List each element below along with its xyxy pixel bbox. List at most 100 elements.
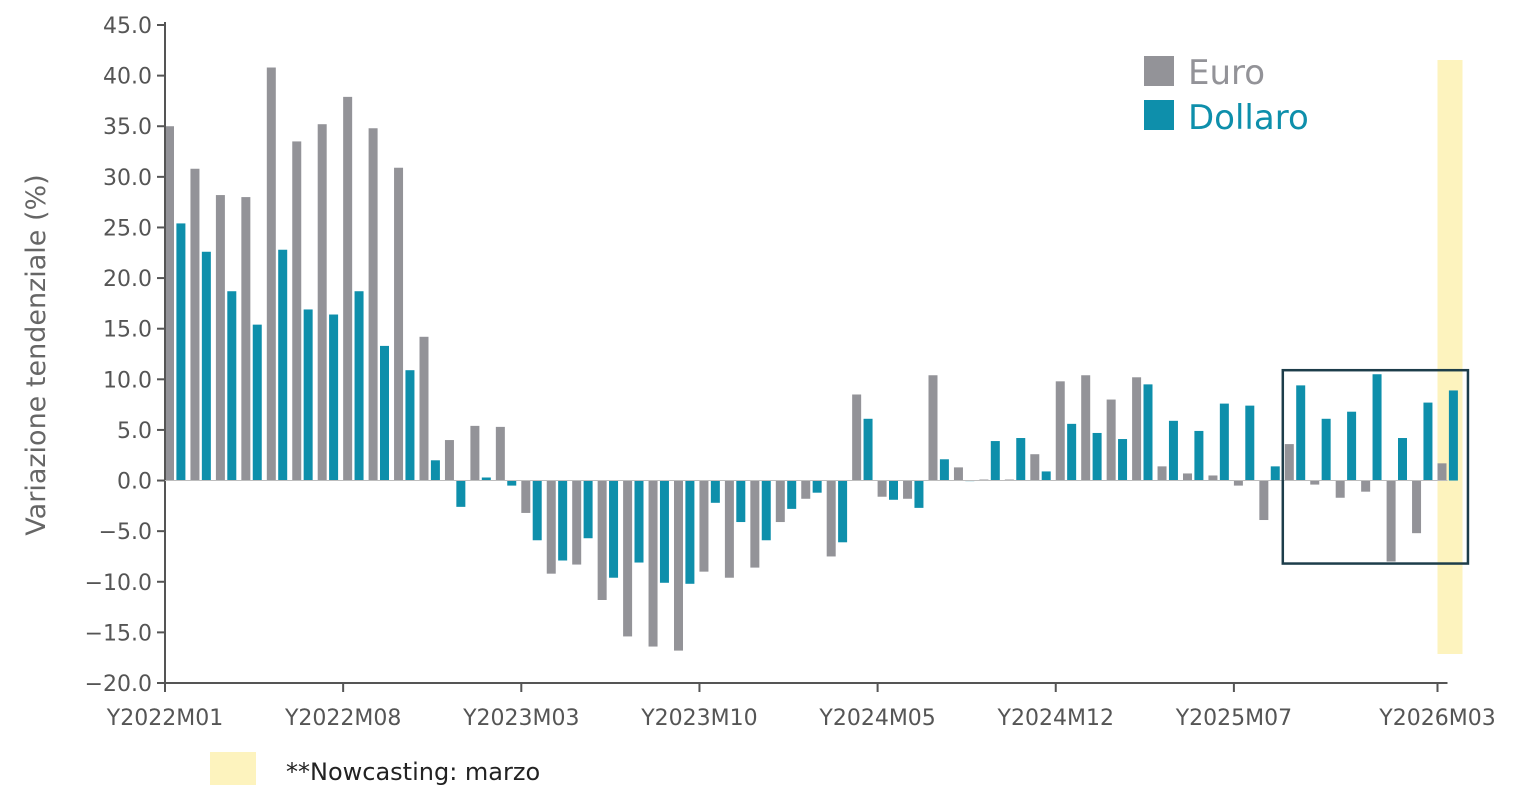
bar-euro [928, 375, 938, 481]
bar-euro [419, 336, 429, 481]
y-tick-label: 30.0 [103, 166, 152, 191]
bar-euro [1259, 480, 1269, 521]
bar-dollaro [1143, 384, 1153, 481]
x-tick-label: Y2024M12 [997, 706, 1114, 731]
bar-euro [292, 141, 302, 481]
bar-euro [750, 480, 760, 568]
bar-euro [1183, 473, 1192, 481]
y-tick-label: 25.0 [103, 216, 152, 241]
legend-label-dollaro: Dollaro [1188, 98, 1309, 138]
nowcasting-note-text: **Nowcasting: marzo [286, 758, 540, 785]
bar-euro [394, 167, 404, 481]
focus-box [1281, 368, 1470, 565]
bar-dollaro [1448, 390, 1458, 481]
bar-dollaro [303, 309, 313, 481]
bar-dollaro [812, 480, 822, 493]
bar-euro [1004, 479, 1014, 481]
bar-euro [826, 480, 836, 557]
bar-euro [1284, 444, 1294, 481]
bar-dollaro [481, 477, 491, 481]
bar-dollaro [380, 345, 389, 481]
highlight-layer [1437, 60, 1463, 654]
y-tick-label: 45.0 [103, 14, 152, 39]
bar-dollaro [939, 459, 949, 481]
x-axis: Y2022M01 Y2022M08 Y2023M03 Y2023M10 Y2024M05… [106, 683, 1496, 731]
bar-euro [699, 480, 709, 572]
bar-euro [266, 67, 276, 481]
y-tick-label: 15.0 [103, 318, 152, 343]
y-tick-label: 35.0 [103, 115, 152, 140]
bar-dollaro [787, 480, 797, 509]
bar-dollaro [838, 480, 848, 543]
bar-euro [1106, 399, 1116, 481]
bar-dollaro [1219, 403, 1229, 481]
bar-dollaro [1194, 430, 1204, 481]
y-tick-label: 0.0 [117, 470, 152, 495]
bar-dollaro [278, 249, 288, 481]
bar-euro [674, 480, 683, 651]
bar-euro [877, 480, 887, 497]
bar-dollaro [329, 314, 339, 481]
bar-euro [368, 128, 378, 481]
bar-euro [495, 426, 505, 481]
bar-dollaro [456, 480, 466, 507]
y-tick-label: 5.0 [117, 419, 152, 444]
y-tick-label: 20.0 [103, 267, 152, 292]
bar-euro [1386, 480, 1396, 562]
bar-dollaro [1372, 374, 1382, 481]
bar-dollaro [430, 460, 440, 481]
x-tick-label: Y2022M01 [106, 706, 223, 731]
bar-dollaro [583, 480, 593, 539]
y-tick-label: 40.0 [103, 65, 152, 90]
bar-dollaro [710, 480, 720, 503]
bar-dollaro [227, 291, 237, 481]
bar-euro [215, 195, 225, 481]
bar-euro [444, 440, 454, 481]
bar-euro [343, 96, 353, 481]
bar-euro [724, 480, 734, 578]
bar-euro [979, 479, 989, 481]
bar-dollaro [405, 370, 415, 481]
bar-dollaro [1168, 420, 1178, 481]
bar-euro [775, 480, 785, 523]
bar-euro [521, 480, 531, 513]
bar-dollaro [1118, 439, 1128, 481]
bar-euro [470, 425, 480, 481]
bar-dollaro [1016, 438, 1026, 481]
x-tick-label: Y2025M07 [1175, 706, 1292, 731]
bars [165, 67, 1458, 651]
bar-euro [1335, 480, 1345, 498]
nowcasting-note: **Nowcasting: marzo [210, 752, 540, 785]
bar-dollaro [736, 480, 746, 523]
bar-dollaro [761, 480, 771, 541]
bar-euro [903, 480, 913, 499]
bar-euro [1208, 475, 1218, 481]
bar-dollaro [201, 251, 211, 481]
bar-dollaro [1245, 405, 1255, 481]
bar-euro [648, 480, 658, 647]
bar-dollaro [1398, 438, 1407, 481]
bar-euro [1157, 466, 1167, 481]
bar-dollaro [609, 480, 619, 578]
bar-dollaro [1041, 471, 1051, 481]
bar-dollaro [532, 480, 542, 541]
bar-euro [1132, 377, 1142, 481]
bar-euro [241, 197, 251, 481]
bar-dollaro [863, 418, 873, 481]
bar-euro [190, 168, 200, 481]
bar-dollaro [889, 480, 898, 500]
bar-dollaro [507, 480, 517, 486]
x-tick-label: Y2024M05 [818, 706, 935, 731]
bar-dollaro [1067, 423, 1077, 481]
bar-dollaro [1347, 411, 1357, 481]
bar-euro [852, 394, 862, 481]
y-tick-label: −15.0 [85, 621, 152, 646]
bar-dollaro [1423, 402, 1433, 481]
legend: Euro Dollaro [1144, 53, 1309, 138]
bar-euro [1310, 480, 1320, 485]
x-tick-label: Y2023M03 [462, 706, 579, 731]
x-tick-label: Y2026M03 [1378, 706, 1495, 731]
x-tick-label: Y2023M10 [640, 706, 757, 731]
bar-dollaro [558, 480, 568, 561]
bar-dollaro [990, 441, 1000, 481]
